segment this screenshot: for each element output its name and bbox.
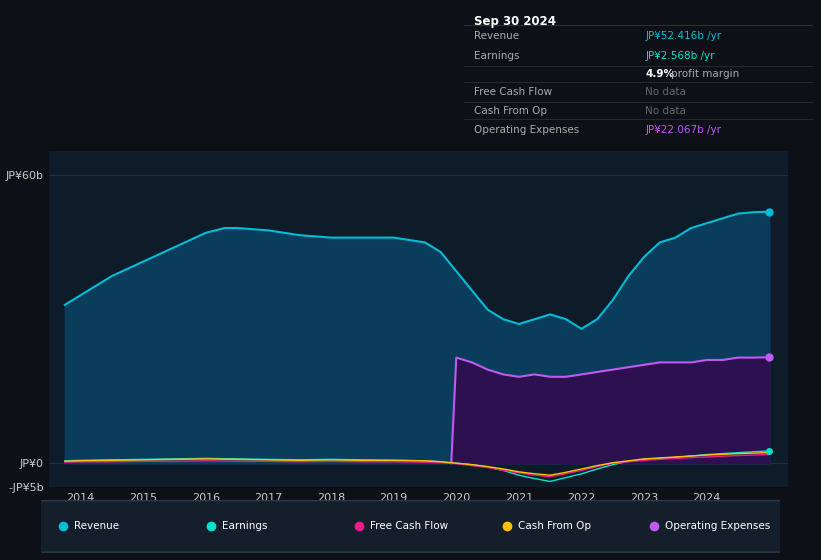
Text: 4.9%: 4.9% (645, 68, 674, 78)
Text: Operating Expenses: Operating Expenses (475, 125, 580, 136)
Text: JP¥52.416b /yr: JP¥52.416b /yr (645, 31, 722, 41)
Text: Earnings: Earnings (222, 521, 268, 531)
Text: Revenue: Revenue (75, 521, 119, 531)
Text: Sep 30 2024: Sep 30 2024 (475, 15, 557, 28)
Text: Earnings: Earnings (475, 50, 520, 60)
Text: JP¥22.067b /yr: JP¥22.067b /yr (645, 125, 722, 136)
Text: No data: No data (645, 105, 686, 115)
Text: Revenue: Revenue (475, 31, 520, 41)
Text: No data: No data (645, 87, 686, 97)
Text: Free Cash Flow: Free Cash Flow (370, 521, 448, 531)
Text: Operating Expenses: Operating Expenses (666, 521, 771, 531)
Text: Free Cash Flow: Free Cash Flow (475, 87, 553, 97)
FancyBboxPatch shape (38, 501, 784, 552)
Text: profit margin: profit margin (672, 68, 740, 78)
Text: JP¥2.568b /yr: JP¥2.568b /yr (645, 50, 715, 60)
Text: Cash From Op: Cash From Op (475, 105, 548, 115)
Text: Cash From Op: Cash From Op (518, 521, 590, 531)
